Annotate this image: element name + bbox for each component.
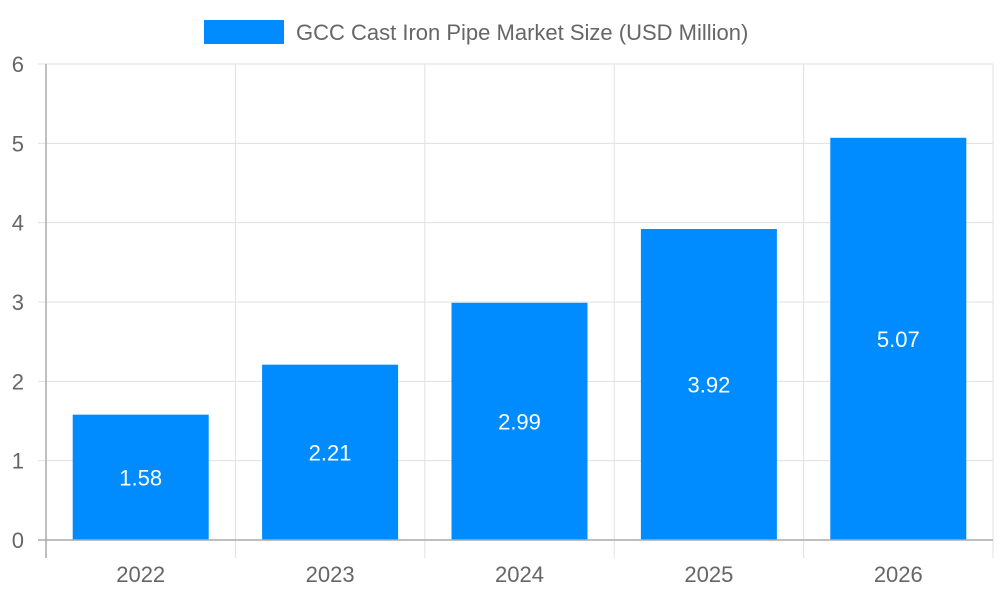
x-tick-label: 2023 (306, 562, 355, 587)
bar-2024 (451, 302, 588, 540)
bars: 1.58 2.21 2.99 3.92 5.07 (72, 137, 967, 540)
x-tick-label: 2024 (495, 562, 544, 587)
y-tick-label: 6 (12, 52, 24, 77)
data-label: 5.07 (877, 327, 920, 352)
x-tick-label: 2022 (116, 562, 165, 587)
data-label: 2.21 (309, 440, 352, 465)
y-tick-label: 3 (12, 290, 24, 315)
y-tick-label: 1 (12, 449, 24, 474)
legend-swatch (204, 20, 284, 44)
bar-2022 (72, 414, 209, 540)
data-label: 2.99 (498, 409, 541, 434)
y-tick-label: 4 (12, 211, 24, 236)
data-label: 3.92 (687, 373, 730, 398)
bar-2023 (262, 364, 399, 540)
y-tick-label: 0 (12, 528, 24, 553)
legend-label: GCC Cast Iron Pipe Market Size (USD Mill… (296, 20, 748, 45)
axes: 0 1 2 3 4 5 6 2022 2023 2024 2025 2026 (12, 52, 993, 587)
y-tick-label: 2 (12, 369, 24, 394)
legend[interactable]: GCC Cast Iron Pipe Market Size (USD Mill… (204, 20, 748, 45)
x-tick-label: 2026 (874, 562, 923, 587)
data-label: 1.58 (119, 465, 162, 490)
y-tick-label: 5 (12, 131, 24, 156)
bar-2025 (640, 229, 777, 540)
bar-2026 (830, 137, 967, 540)
x-tick-label: 2025 (684, 562, 733, 587)
